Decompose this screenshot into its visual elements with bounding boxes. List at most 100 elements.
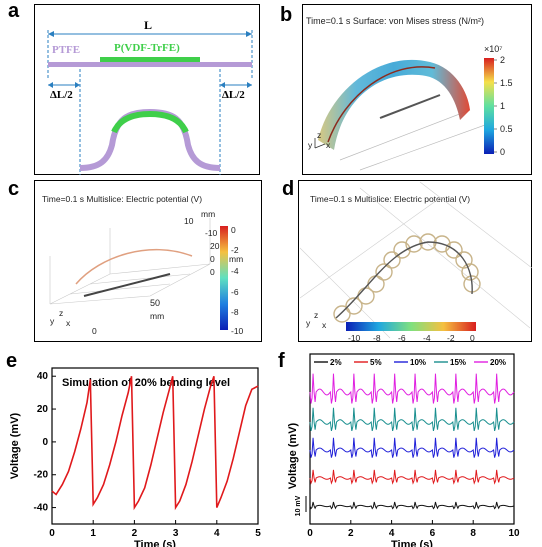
c-cbar-tick-0: 0 [231,225,236,235]
y-tick-label-e: 40 [37,371,49,382]
ptfe-label: PTFE [52,44,81,56]
x-tick-label-e: 0 [49,528,55,539]
series-line-f-2pct [309,501,515,510]
axis-y-c: y [50,316,55,326]
panel-c: c Time=0.1 s Multislice: Electric potent… [0,178,270,346]
d-cbar-tick-3: -4 [423,333,431,343]
axis-x-b: x [326,140,331,150]
panel-d-frame [298,180,532,342]
panel-a-frame [34,4,260,175]
c-tick-2: 20 [210,241,220,251]
series-line-f-20pct [309,373,515,404]
series-line-f-5pct [309,469,515,485]
length-label: L [144,18,153,32]
axis-x-d: x [322,320,327,330]
colorbar-tick-b-4: 0 [500,147,506,157]
panel-label-a: a [8,0,20,22]
panel-b-stress-render [314,58,497,171]
panel-d-potential-render [299,181,533,339]
colorbar-tick-b-1: 1.5 [500,78,513,88]
panel-f: f 0 2 4 6 8 10 Time (s) Voltage (mV) 10 mV 2% 5% 10… [270,346,542,547]
c-tick-4: 0 [210,267,215,277]
x-tick-label-f: 0 [307,528,313,539]
x-tick-label-e: 3 [173,528,179,539]
c-tick-3: 0 [210,254,215,264]
panel-c-title: Time=0.1 s Multislice: Electric potentia… [42,194,203,204]
panel-a: a L PTFE P(VDF-TrFE) ΔL/2 ΔL/2 [0,0,270,178]
colorbar-tick-b-2: 1 [500,101,506,111]
c-cbar-tick-1: -2 [231,245,239,255]
c-cbar-tick-4: -8 [231,307,239,317]
d-cbar-tick-4: -2 [447,333,455,343]
x-tick-label-f: 10 [508,528,520,539]
axis-z-b: z [317,130,322,140]
panel-d-title: Time=0.1 s Multislice: Electric potentia… [310,194,471,204]
pvdf-label: P(VDF-TrFE) [114,42,180,54]
series-line-f-15pct [309,407,515,432]
axis-z-d: z [314,310,319,320]
panel-b: b Time=0.1 s Surface: von Mises stress (… [270,0,542,178]
y-tick-label-e: 0 [42,437,48,448]
axis-z-c: z [59,308,64,318]
c-tick-6: 0 [92,326,97,336]
x-axis-label-f: Time (s) [391,539,433,547]
colorbar-exponent: ×10⁷ [484,44,503,54]
series-line-e [51,375,259,511]
legend-label-f: 5% [370,358,382,367]
colorbar-tick-b-3: 0.5 [500,124,513,134]
chart-e: Simulation of 20% bending level 0 1 2 3 4 5 40 2… [9,367,261,547]
y-axis-label-e: Voltage (mV) [9,412,21,479]
panel-label-f: f [278,350,285,372]
panel-label-d: d [282,178,295,200]
axis-y-d: y [306,318,311,328]
c-cbar-tick-2: -4 [231,266,239,276]
y-axis-label-f: Voltage (mV) [287,422,299,489]
c-tick-0: 10 [184,216,194,226]
x-tick-label-f: 6 [430,528,436,539]
x-tick-label-f: 2 [348,528,354,539]
chart-title-e: Simulation of 20% bending level [62,377,230,389]
y-tick-label-e: 20 [37,404,49,415]
x-axis-label-e: Time (s) [134,539,176,547]
c-cbar-tick-3: -6 [231,287,239,297]
panel-label-b: b [280,4,293,26]
panel-label-c: c [8,178,20,200]
panel-e: e Simulation of 20% bending level 0 1 2 3 4 5 4… [0,346,270,547]
x-tick-label-e: 4 [214,528,220,539]
x-tick-label-e: 1 [90,528,96,539]
panel-a-diagram [47,30,253,175]
legend-label-f: 20% [490,358,506,367]
panel-label-e: e [6,350,18,372]
legend-label-f: 15% [450,358,466,367]
d-cbar-tick-0: -10 [348,333,361,343]
y-tick-label-e: -40 [34,503,49,514]
c-cbar-tick-5: -10 [231,326,244,336]
delta-left-label: ΔL/2 [50,89,73,101]
d-cbar-tick-2: -6 [398,333,406,343]
chart-f: 0 2 4 6 8 10 Time (s) Voltage (mV) 10 mV 2% 5% 10% 1… [287,353,520,547]
c-unit-mm-3: mm [150,311,165,321]
panel-c-potential-render [49,218,228,330]
axis-y-b: y [308,140,313,150]
plot-frame-f [309,353,515,525]
d-cbar-tick-1: -8 [373,333,381,343]
x-tick-label-e: 5 [255,528,261,539]
c-unit-mm-2: mm [229,254,244,264]
d-cbar-tick-5: 0 [470,333,475,343]
series-line-f-10pct [309,437,515,458]
c-tick-1: -10 [205,228,218,238]
x-tick-label-f: 4 [389,528,395,539]
c-unit-mm-1: mm [201,209,216,219]
plot-frame-e [51,367,259,525]
legend-label-f: 2% [330,358,342,367]
panel-d: d Time=0.1 s Multislice: Electric potent… [270,178,542,346]
colorbar-tick-b-0: 2 [500,55,506,65]
scale-bar-label-f: 10 mV [295,495,302,516]
legend-label-f: 10% [410,358,426,367]
c-tick-5: 50 [150,298,161,308]
x-tick-label-f: 8 [470,528,476,539]
x-tick-label-e: 2 [132,528,138,539]
y-tick-label-e: -20 [34,470,49,481]
panel-b-title: Time=0.1 s Surface: von Mises stress (N/… [306,16,484,26]
delta-right-label: ΔL/2 [222,89,245,101]
